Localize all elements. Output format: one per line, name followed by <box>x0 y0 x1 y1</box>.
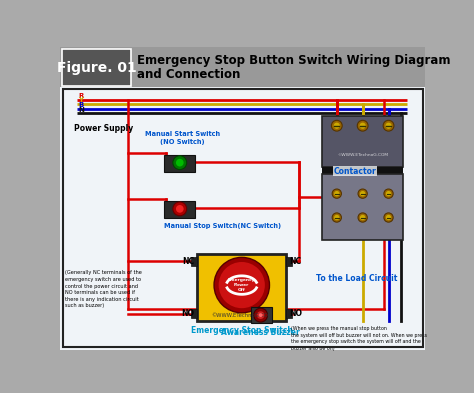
Text: N: N <box>78 107 84 113</box>
Text: ©WWW.ETechnoG.COM: ©WWW.ETechnoG.COM <box>211 313 273 318</box>
Circle shape <box>254 308 267 322</box>
Text: Manual Start Switch
(NO Switch): Manual Start Switch (NO Switch) <box>145 131 219 145</box>
Circle shape <box>358 189 367 198</box>
Circle shape <box>386 215 391 220</box>
Circle shape <box>358 213 367 222</box>
Circle shape <box>334 215 339 220</box>
Circle shape <box>385 123 392 129</box>
Text: Emergency Stop Button Switch Wiring Diagram: Emergency Stop Button Switch Wiring Diag… <box>137 54 451 67</box>
Text: and Connection: and Connection <box>137 68 241 81</box>
Text: To the Load Circuit: To the Load Circuit <box>316 274 398 283</box>
Circle shape <box>332 213 341 222</box>
Bar <box>61 87 425 350</box>
Text: Awareness Buzzer: Awareness Buzzer <box>221 328 300 337</box>
Text: (When we press the manual stop button
the system will off but buzzer will not on: (When we press the manual stop button th… <box>292 326 428 351</box>
Text: NC: NC <box>182 257 194 266</box>
Bar <box>191 309 198 318</box>
Bar <box>164 155 195 172</box>
Circle shape <box>219 262 265 308</box>
Text: Power Supply: Power Supply <box>74 124 134 133</box>
Circle shape <box>173 202 187 216</box>
Circle shape <box>176 159 183 167</box>
Text: Contactor: Contactor <box>334 167 376 176</box>
Bar <box>61 47 425 87</box>
Text: Manual Stop Switch(NC Switch): Manual Stop Switch(NC Switch) <box>164 224 281 230</box>
Bar <box>63 89 423 347</box>
Bar <box>164 201 195 218</box>
Text: NC: NC <box>289 257 301 266</box>
Bar <box>322 174 403 240</box>
Bar <box>286 309 292 318</box>
Circle shape <box>386 191 391 196</box>
Text: Y: Y <box>78 97 83 103</box>
Text: Emergency Stop Switch: Emergency Stop Switch <box>191 326 293 335</box>
Bar <box>322 116 403 167</box>
Circle shape <box>257 311 264 319</box>
Text: ©WWW.ETechnoG.COM: ©WWW.ETechnoG.COM <box>337 152 388 157</box>
Circle shape <box>176 205 183 213</box>
Text: Emergency
Power
Off: Emergency Power Off <box>228 279 255 292</box>
Circle shape <box>332 189 341 198</box>
Text: R: R <box>78 93 83 99</box>
Circle shape <box>334 123 340 129</box>
Circle shape <box>360 191 365 196</box>
Circle shape <box>331 120 342 131</box>
Circle shape <box>214 257 270 313</box>
Circle shape <box>259 313 263 317</box>
Text: Figure. 01: Figure. 01 <box>57 61 137 75</box>
Bar <box>198 253 286 321</box>
Circle shape <box>357 120 368 131</box>
Text: NO: NO <box>182 309 194 318</box>
Text: B: B <box>78 102 83 108</box>
Circle shape <box>360 215 365 220</box>
Bar <box>62 49 131 86</box>
Circle shape <box>383 120 394 131</box>
Circle shape <box>360 123 366 129</box>
Circle shape <box>173 156 187 170</box>
Text: NO: NO <box>289 309 302 318</box>
Circle shape <box>384 213 393 222</box>
Circle shape <box>384 189 393 198</box>
Bar <box>191 257 198 266</box>
Text: (Generally NC terminals of the
emergency switch are used to
control the power ci: (Generally NC terminals of the emergency… <box>65 270 142 309</box>
Bar <box>322 167 403 174</box>
Bar <box>286 257 292 266</box>
Bar <box>251 307 272 323</box>
Circle shape <box>334 191 339 196</box>
